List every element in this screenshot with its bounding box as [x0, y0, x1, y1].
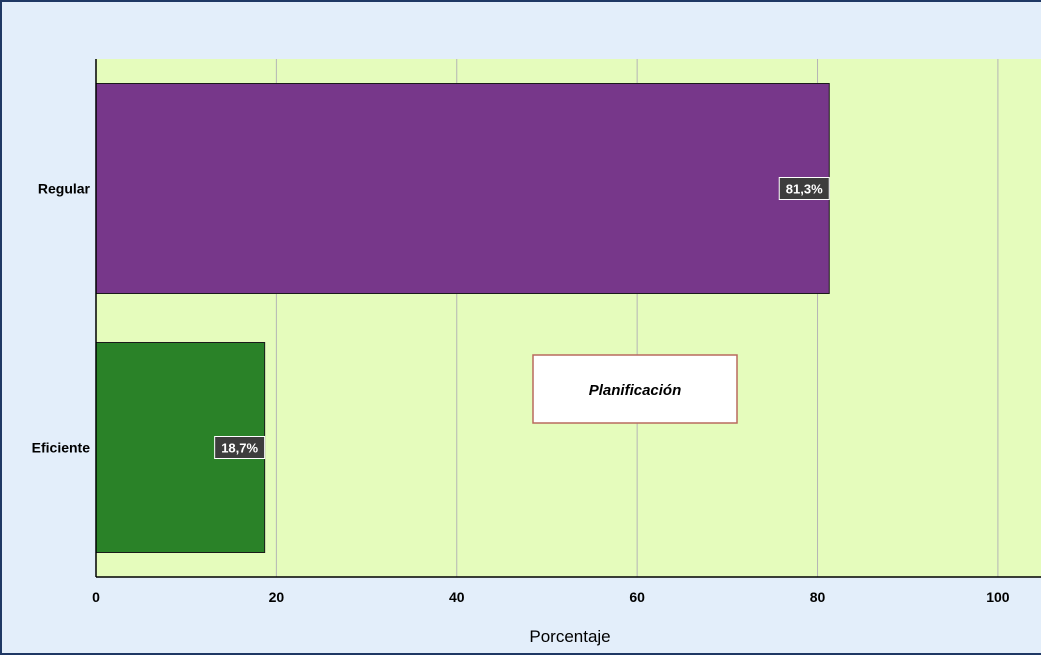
x-tick-label-40: 40 [449, 589, 465, 605]
category-label-eficiente: Eficiente [32, 440, 91, 456]
bar-regular [95, 83, 830, 294]
data-label-box-regular [778, 177, 830, 200]
annotation-box: Planificación [532, 354, 738, 424]
x-tick-label-0: 0 [92, 589, 100, 605]
category-labels: Regular Eficiente [32, 181, 91, 456]
x-tick-label-20: 20 [269, 589, 285, 605]
x-axis-title: Porcentaje [529, 627, 610, 646]
data-labels: 81,3% 18,7% [214, 177, 830, 459]
bars [95, 83, 830, 553]
x-tick-label-100: 100 [986, 589, 1010, 605]
category-label-regular: Regular [38, 181, 91, 197]
annotation-rect [532, 354, 738, 424]
data-label-box-eficiente [214, 436, 266, 459]
data-label-eficiente: 18,7% [221, 441, 258, 456]
x-tick-label-60: 60 [629, 589, 645, 605]
x-tick-label-80: 80 [810, 589, 826, 605]
annotation-text: Planificación [589, 382, 682, 399]
x-tick-labels: 0 20 40 60 80 100 [92, 589, 1010, 605]
data-label-regular: 81,3% [786, 182, 823, 197]
